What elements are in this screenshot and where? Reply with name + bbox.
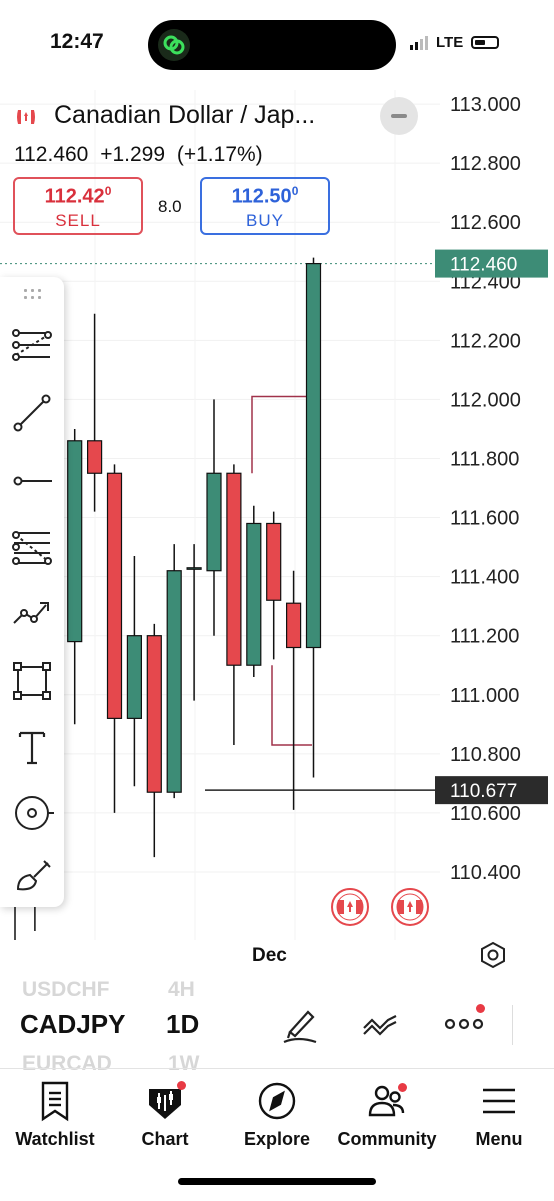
- crosshair-price-label: 110.677: [450, 781, 517, 802]
- candle-up: [166, 570, 182, 793]
- candle-down: [226, 472, 242, 666]
- current-symbol[interactable]: CADJPY: [20, 1009, 126, 1039]
- flag-button-right[interactable]: [391, 888, 429, 926]
- community-badge: [398, 1083, 407, 1092]
- rectangle-icon[interactable]: [8, 657, 56, 705]
- link-icon: [158, 29, 190, 61]
- text-icon[interactable]: [8, 723, 56, 771]
- candlestick-chart[interactable]: 113.000112.800112.600112.400112.200112.0…: [0, 90, 554, 940]
- sell-label: SELL: [55, 210, 101, 230]
- network-type: LTE: [436, 34, 464, 51]
- status-indicators: LTE: [410, 34, 500, 51]
- y-axis-tick-label: 112.600: [450, 212, 521, 234]
- y-axis-tick-label: 112.200: [450, 330, 521, 352]
- buy-button[interactable]: 112.500 BUY: [200, 177, 330, 235]
- next-symbol[interactable]: EURCAD: [22, 1052, 112, 1075]
- y-axis-tick-label: 111.200: [450, 626, 519, 648]
- y-axis-tick-label: 113.000: [450, 94, 521, 116]
- price-change-percent: (+1.17%): [176, 143, 263, 166]
- sell-price: 112.420: [44, 184, 112, 208]
- y-axis-tick-label: 111.600: [450, 508, 519, 530]
- candle-up: [126, 635, 143, 719]
- sell-button[interactable]: 112.420 SELL: [13, 177, 143, 235]
- horizontal-ray-icon[interactable]: [8, 457, 56, 505]
- tab-community-label: Community: [337, 1129, 437, 1149]
- candle-down: [146, 635, 162, 793]
- battery-icon: [471, 36, 500, 49]
- spread-value: 8.0: [158, 197, 182, 216]
- chart-badge: [177, 1081, 186, 1090]
- chart-settings-icon[interactable]: [478, 940, 508, 970]
- bottom-tab-bar: Watchlist Chart Explore Community Menu: [0, 1068, 554, 1201]
- trend-lines-icon[interactable]: [8, 323, 56, 371]
- tab-watchlist[interactable]: Watchlist: [0, 1079, 110, 1150]
- last-price-tag-label: 112.460: [450, 255, 517, 276]
- indicators-icon[interactable]: [358, 1002, 402, 1046]
- compass-icon: [258, 1082, 296, 1120]
- dynamic-island: [148, 20, 396, 70]
- y-axis-tick-label: 111.000: [450, 685, 519, 707]
- prev-timeframe[interactable]: 4H: [168, 978, 195, 1001]
- y-axis-tick-label: 112.800: [450, 153, 521, 175]
- candle-down: [86, 440, 103, 474]
- y-axis-tick-label: 111.800: [450, 448, 519, 470]
- price-change: +1.299: [100, 143, 166, 166]
- price-summary: 112.460 +1.299 (+1.17%): [14, 143, 269, 167]
- candle-up: [206, 472, 222, 572]
- drawing-bracket-bottom: [271, 665, 312, 746]
- watchlist-icon: [41, 1081, 69, 1122]
- line-icon[interactable]: [8, 389, 56, 437]
- flag-button-left[interactable]: [331, 888, 369, 926]
- chart-icon: [149, 1089, 181, 1119]
- fib-icon[interactable]: [8, 523, 56, 571]
- drawing-toolbar: [0, 277, 64, 907]
- last-price: 112.460: [14, 143, 89, 166]
- signal-icon: [410, 35, 428, 50]
- hamburger-icon: [483, 1088, 515, 1114]
- candle-up: [305, 262, 322, 649]
- y-axis-tick-label: 110.400: [450, 862, 521, 884]
- x-axis-label-dec: Dec: [252, 945, 287, 966]
- collapse-button[interactable]: [380, 97, 418, 135]
- notification-badge: [476, 1004, 485, 1013]
- tab-watchlist-label: Watchlist: [15, 1129, 95, 1149]
- tab-explore[interactable]: Explore: [222, 1079, 332, 1150]
- candle-up: [67, 440, 83, 643]
- home-indicator[interactable]: [178, 1178, 376, 1185]
- brush-icon[interactable]: [8, 851, 56, 899]
- y-axis-tick-label: 110.800: [450, 744, 521, 766]
- candle-down: [286, 602, 302, 649]
- tab-chart[interactable]: Chart: [110, 1079, 220, 1150]
- buy-label: BUY: [246, 210, 284, 230]
- tab-menu-label: Menu: [475, 1129, 523, 1149]
- crosshair-price-tag: [435, 776, 548, 805]
- symbol-title[interactable]: Canadian Dollar / Jap...: [54, 101, 316, 129]
- tab-explore-label: Explore: [243, 1129, 311, 1149]
- tab-chart-label: Chart: [141, 1129, 189, 1149]
- current-timeframe[interactable]: 1D: [166, 1009, 200, 1039]
- y-axis-tick-label: 110.600: [450, 803, 521, 825]
- y-axis-tick-label: 111.400: [450, 567, 519, 589]
- candle-down: [266, 522, 282, 601]
- drawing-bracket-top: [251, 395, 312, 474]
- next-timeframe[interactable]: 1W: [168, 1052, 200, 1075]
- draw-pen-icon[interactable]: [278, 1002, 322, 1046]
- community-icon: [368, 1085, 405, 1117]
- canada-flag-icon: [14, 106, 38, 128]
- tab-community[interactable]: Community: [332, 1079, 442, 1150]
- candle-up: [246, 522, 262, 666]
- candle-down: [106, 472, 123, 719]
- pattern-icon[interactable]: [8, 589, 56, 637]
- measure-icon[interactable]: [8, 789, 56, 837]
- last-price-tag: [435, 249, 548, 278]
- prev-symbol[interactable]: USDCHF: [22, 978, 110, 1001]
- status-time: 12:47: [50, 30, 104, 53]
- candle-up: [186, 567, 202, 570]
- strip-divider: [512, 1005, 513, 1045]
- drag-handle-icon[interactable]: [22, 287, 44, 301]
- tab-menu[interactable]: Menu: [444, 1079, 554, 1150]
- more-options-icon[interactable]: [442, 1002, 486, 1046]
- y-axis-tick-label: 112.000: [450, 389, 521, 411]
- buy-price: 112.500: [231, 184, 299, 208]
